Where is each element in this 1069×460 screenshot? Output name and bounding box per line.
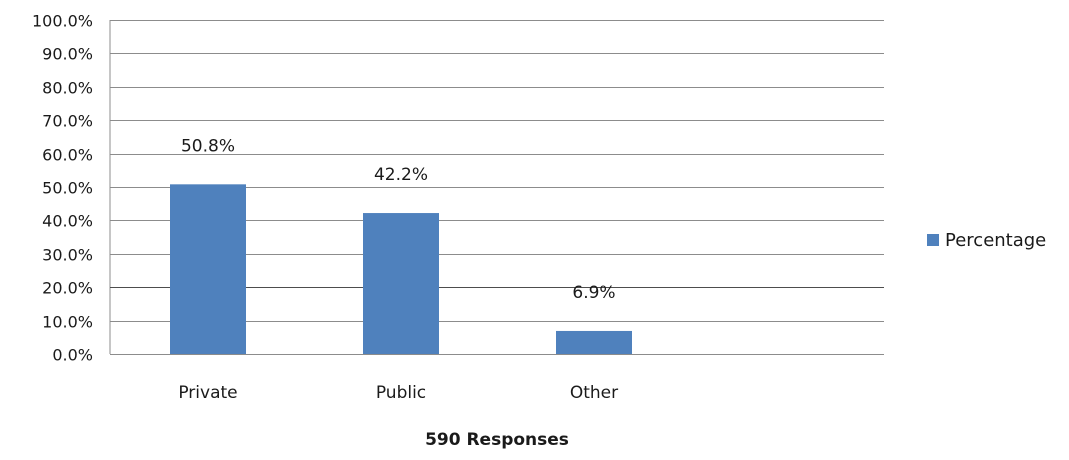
y-axis-ticks: 0.0% 10.0% 20.0% 30.0% 40.0% 50.0% 60.0% 70.0% 8… bbox=[32, 12, 93, 365]
legend-swatch bbox=[927, 234, 939, 246]
data-label: 50.8% bbox=[181, 136, 235, 156]
data-labels: 50.8% 42.2% 6.9% bbox=[181, 136, 616, 303]
y-tick-label: 0.0% bbox=[52, 346, 93, 365]
x-tick-label: Other bbox=[570, 383, 618, 403]
legend-label: Percentage bbox=[945, 230, 1046, 251]
y-tick-label: 20.0% bbox=[42, 279, 93, 298]
y-tick-label: 30.0% bbox=[42, 246, 93, 265]
y-tick-label: 90.0% bbox=[42, 45, 93, 64]
x-tick-label: Public bbox=[376, 383, 426, 403]
y-tick-label: 100.0% bbox=[32, 12, 93, 31]
bar-private bbox=[170, 184, 246, 354]
bars bbox=[170, 184, 632, 354]
data-label: 6.9% bbox=[572, 283, 615, 303]
x-axis-title: 590 Responses bbox=[425, 430, 569, 450]
x-axis-categories: Private Public Other bbox=[178, 383, 618, 403]
y-tick-label: 60.0% bbox=[42, 146, 93, 165]
y-tick-label: 80.0% bbox=[42, 79, 93, 98]
y-tick-label: 70.0% bbox=[42, 112, 93, 131]
data-label: 42.2% bbox=[374, 165, 428, 185]
legend: Percentage bbox=[927, 230, 1046, 251]
y-tick-label: 10.0% bbox=[42, 313, 93, 332]
bar-public bbox=[363, 213, 439, 354]
y-tick-label: 50.0% bbox=[42, 179, 93, 198]
bar-other bbox=[556, 330, 632, 354]
x-tick-label: Private bbox=[178, 383, 237, 403]
y-tick-label: 40.0% bbox=[42, 212, 93, 231]
